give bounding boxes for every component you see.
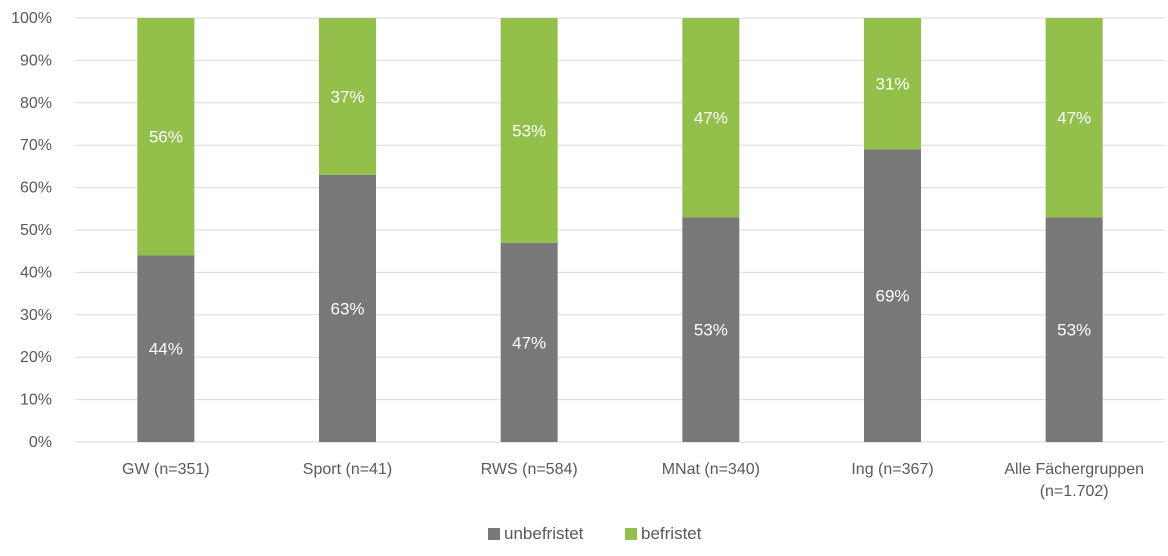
data-labels: 44% 56% 63% 37% 47% 53% 53% 47% 69% 31% 53% 47%: [149, 75, 1091, 359]
bar-segment-unbefristet: [1045, 217, 1103, 442]
y-tick-label: 60%: [20, 180, 52, 197]
data-label-unbefristet: 47%: [512, 333, 546, 352]
bar-segment-befristet: [1045, 18, 1103, 218]
bar-segment-unbefristet: [500, 242, 558, 442]
legend-label-unbefristet: unbefristet: [504, 524, 584, 543]
x-category-label: MNat (n=340): [662, 461, 760, 478]
x-category-line: MNat (n=340): [662, 461, 760, 478]
data-label-unbefristet: 53%: [1057, 321, 1091, 340]
legend-swatch-unbefristet: [488, 528, 500, 540]
data-label-unbefristet: 63%: [330, 299, 364, 318]
data-label-befristet: 47%: [1057, 109, 1091, 128]
data-label-befristet: 37%: [330, 87, 364, 106]
y-tick-label: 30%: [20, 307, 52, 324]
x-category-line: RWS (n=584): [481, 461, 578, 478]
x-category-label: Sport (n=41): [303, 461, 392, 478]
x-category-line: Ing (n=367): [851, 461, 933, 478]
y-tick-label: 10%: [20, 392, 52, 409]
y-tick-label: 90%: [20, 52, 52, 69]
legend-swatch-befristet: [625, 528, 637, 540]
data-label-befristet: 31%: [875, 75, 909, 94]
bars: [137, 18, 1103, 442]
y-tick-label: 50%: [20, 222, 52, 239]
y-tick-label: 100%: [11, 10, 52, 27]
bar-segment-unbefristet: [682, 217, 740, 442]
y-tick-label: 80%: [20, 95, 52, 112]
bar-segment-unbefristet: [137, 255, 195, 442]
bar-segment-befristet: [864, 18, 921, 150]
y-axis-ticks: 0% 10% 20% 30% 40% 50% 60% 70% 80% 90% 100%: [11, 10, 52, 451]
y-tick-label: 70%: [20, 137, 52, 154]
x-category-label: GW (n=351): [122, 461, 210, 478]
legend: unbefristet befristet: [488, 524, 702, 543]
x-category-line: Sport (n=41): [303, 461, 392, 478]
bar-segment-unbefristet: [319, 174, 376, 442]
bar-segment-unbefristet: [864, 149, 921, 442]
x-category-label: RWS (n=584): [481, 461, 578, 478]
y-tick-label: 40%: [20, 264, 52, 281]
y-tick-label: 0%: [29, 434, 52, 451]
bar-segment-befristet: [137, 18, 195, 256]
x-category-label: Alle Fächergruppen (n=1.702): [1004, 461, 1144, 500]
data-label-befristet: 53%: [512, 121, 546, 140]
x-category-label: Ing (n=367): [851, 461, 933, 478]
x-category-line: (n=1.702): [1040, 483, 1109, 500]
bar-segment-befristet: [682, 18, 740, 218]
data-label-unbefristet: 53%: [694, 321, 728, 340]
x-category-line: Alle Fächergruppen: [1004, 461, 1144, 478]
x-axis-categories: GW (n=351) Sport (n=41) RWS (n=584) MNat (n…: [122, 461, 1144, 500]
data-label-unbefristet: 44%: [149, 340, 183, 359]
data-label-befristet: 56%: [149, 128, 183, 147]
bar-segment-befristet: [500, 18, 558, 243]
data-label-unbefristet: 69%: [875, 287, 909, 306]
legend-label-befristet: befristet: [641, 524, 702, 543]
x-category-line: GW (n=351): [122, 461, 210, 478]
data-label-befristet: 47%: [694, 109, 728, 128]
bar-segment-befristet: [319, 18, 376, 175]
y-tick-label: 20%: [20, 349, 52, 366]
gridlines: [75, 17, 1165, 443]
